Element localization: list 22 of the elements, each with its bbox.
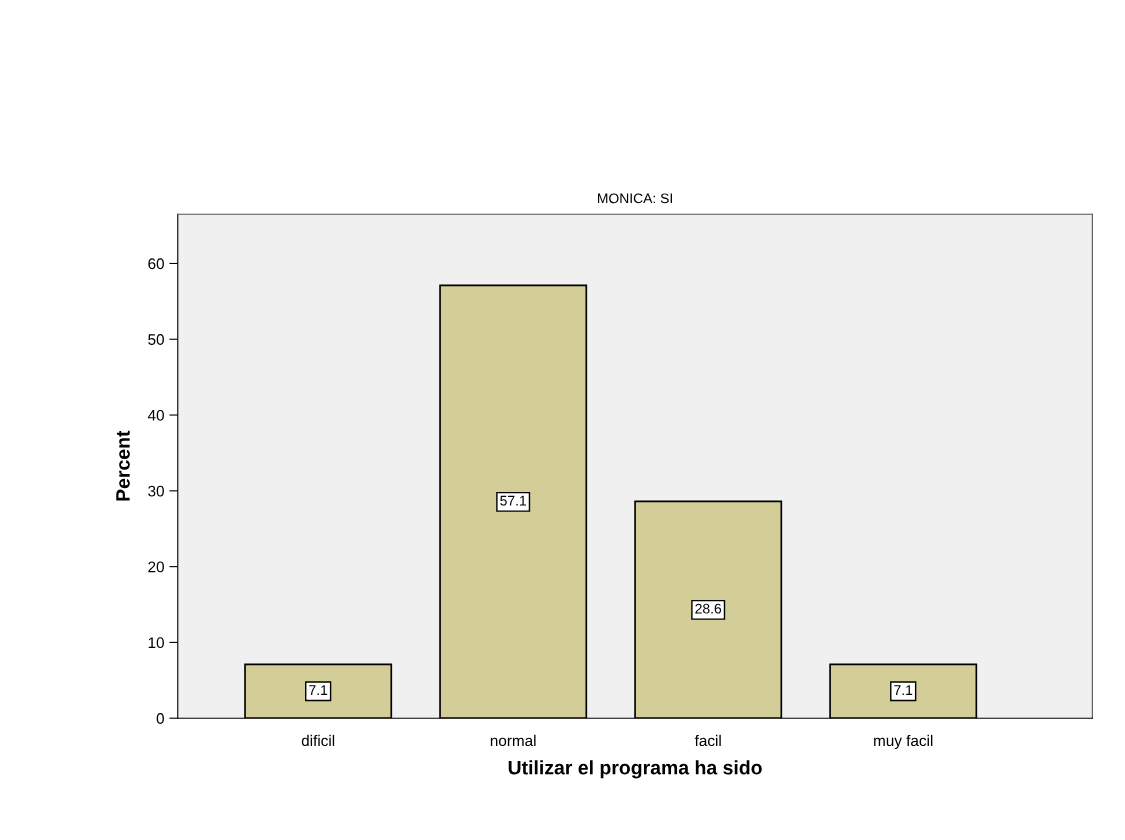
x-tick-label: normal xyxy=(490,734,536,747)
y-tick-label: 10 xyxy=(148,637,164,649)
x-tick-label: dificil xyxy=(301,734,335,747)
y-tick-label: 50 xyxy=(148,334,164,345)
bar xyxy=(244,663,393,719)
data-label: 57.1 xyxy=(500,495,527,506)
bar xyxy=(634,500,783,719)
y-tick-label: 0 xyxy=(156,713,164,724)
chart-title: MONICA: SI xyxy=(598,193,672,204)
bar xyxy=(829,663,978,719)
x-tick-label: facil xyxy=(694,734,721,747)
y-tick-label: 20 xyxy=(148,561,164,573)
data-label: 7.1 xyxy=(309,685,328,695)
y-tick-label: 60 xyxy=(148,258,164,270)
x-axis-title: Utilizar el programa ha sido xyxy=(508,760,762,779)
data-label: 28.6 xyxy=(695,603,722,614)
bar xyxy=(439,284,588,719)
data-label: 7.1 xyxy=(894,685,913,695)
x-tick-label: muy facil xyxy=(874,734,933,750)
y-tick-label: 40 xyxy=(147,409,164,421)
y-axis-title: Percent xyxy=(116,430,130,501)
y-tick-label: 30 xyxy=(148,485,164,497)
